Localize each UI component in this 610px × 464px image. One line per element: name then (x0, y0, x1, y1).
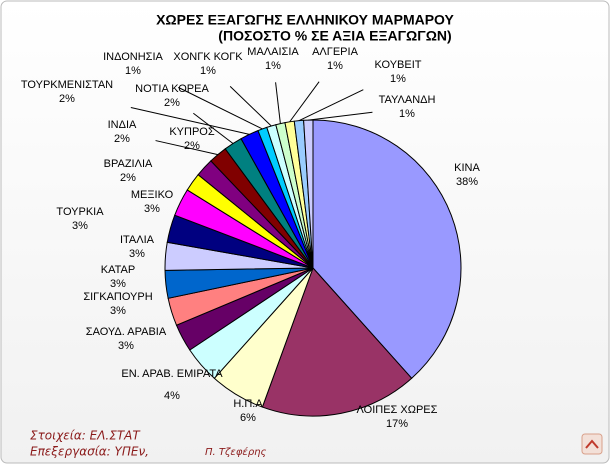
slice-label: ΒΡΑΖΙΛΙΑ (104, 158, 153, 170)
leader-line (289, 81, 320, 123)
pie-slice (312, 119, 462, 380)
slice-label: ΑΛΓΕΡΙΑ (312, 46, 358, 58)
leader-line (178, 86, 263, 130)
slice-label: ΤΟΥΡΚΜΕΝΙΣΤΑΝ (21, 79, 113, 91)
leader-line (229, 85, 272, 127)
chart-title: ΧΩΡΕΣ ΕΞΑΓΩΓΗΣ ΕΛΛΗΝΙΚΟΥ ΜΑΡΜΑΡΟΥ (156, 12, 454, 28)
slice-label: ΣΙΓΚΑΠΟΥΡΗ (83, 291, 152, 303)
author: Π. Τζεφέρης (205, 446, 267, 458)
chart-subtitle: (ΠΟΣΟΣΤΟ % ΣΕ ΑΞΙΑ ΕΞΑΓΩΓΩΝ) (218, 28, 451, 44)
slice-value-label: 17% (386, 418, 408, 430)
slice-value-label: 2% (114, 133, 130, 145)
slice-value-label: 3% (118, 340, 134, 352)
slice-value-label: 1% (200, 65, 216, 77)
slice-label: ΚΑΤΑΡ (101, 264, 135, 276)
slice-value-label: 2% (59, 93, 75, 105)
processing: Επεξεργασία: ΥΠΕν, (30, 445, 149, 459)
slice-label: ΛΟΙΠΕΣ ΧΩΡΕΣ (357, 404, 438, 416)
slice-value-label: 1% (327, 60, 343, 72)
slice-label: ΚΙΝΑ (454, 162, 480, 174)
slice-label: ΚΥΠΡΟΣ (169, 126, 215, 138)
slice-value-label: 2% (184, 140, 200, 152)
slice-label: ΤΟΥΡΚΙΑ (56, 206, 104, 218)
slice-label: ΚΟΥΒΕΙΤ (375, 59, 422, 71)
slice-value-label: 1% (125, 65, 141, 77)
slice-value-label: 3% (110, 278, 126, 290)
slice-label: ΜΕΞΙΚΟ (131, 189, 174, 201)
leader-line (308, 111, 373, 121)
slice-label: ΙΝΔΙΑ (108, 119, 137, 131)
corner-icon (581, 433, 603, 455)
leader-line (298, 89, 364, 122)
slice-value-label: 1% (265, 60, 281, 72)
slice-label: Η.Π.Α (233, 398, 263, 410)
slice-label: ΕΝ. ΑΡΑΒ. ΕΜΙΡΑΤΑ (121, 368, 223, 380)
slice-label: ΤΑΥΛΑΝΔΗ (379, 94, 436, 106)
slice-value-label: 3% (72, 220, 88, 232)
slice-label: ΙΤΑΛΙΑ (120, 234, 155, 246)
slice-value-label: 1% (390, 73, 406, 85)
slice-label: ΧΟΝΓΚ ΚΟΓΚ (173, 51, 243, 63)
slice-label: ΙΝΔΟΝΗΣΙΑ (103, 51, 163, 63)
slice-label: ΝΟΤΙΑ ΚΟΡΕΑ (135, 83, 209, 95)
source: Στοιχεία: ΕΛ.ΣΤΑΤ (30, 429, 141, 443)
slice-value-label: 2% (164, 97, 180, 109)
slice-label: ΜΑΛΑΙΣΙΑ (247, 46, 299, 58)
leader-line (193, 112, 234, 144)
slice-value-label: 2% (120, 172, 136, 184)
leader-line (275, 82, 281, 124)
slice-value-label: 3% (110, 305, 126, 317)
slice-value-label: 3% (144, 203, 160, 215)
leader-line (155, 140, 218, 156)
slice-value-label: 38% (456, 176, 478, 188)
slice-label: ΣΑΟΥΔ. ΑΡΑΒΙΑ (86, 326, 167, 338)
leader-line (130, 106, 250, 135)
slice-value-label: 3% (129, 248, 145, 260)
slice-value-label: 1% (399, 108, 415, 120)
slice-value-label: 4% (164, 390, 180, 402)
slice-value-label: 6% (240, 412, 256, 424)
